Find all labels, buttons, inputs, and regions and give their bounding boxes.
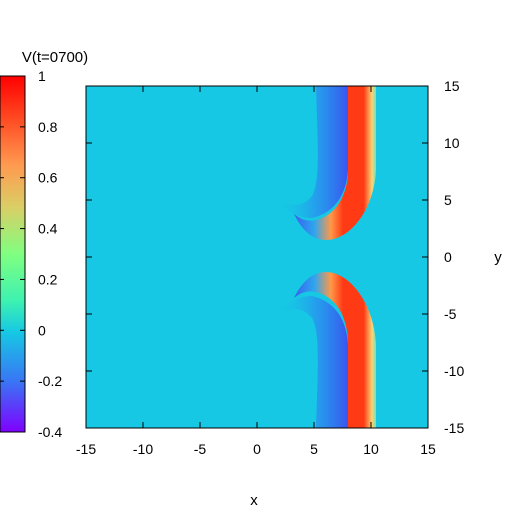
x-tick-label: -10 [133, 441, 153, 457]
y-tick-label: 0 [444, 249, 452, 265]
plot-area [86, 86, 428, 428]
colorbar: V(t=0700) 1 0.8 0.6 0.4 0.2 0 -0.2 -0.4 [0, 49, 88, 440]
colorbar-tick-label: 0.4 [38, 221, 58, 237]
colorbar-gradient [0, 75, 26, 433]
y-tick-label: -5 [444, 306, 457, 322]
y-axis: 15 10 5 0 -5 -10 -15 [86, 78, 464, 436]
x-tick-label: -5 [194, 441, 207, 457]
y-axis-label: y [494, 249, 502, 266]
colorbar-tick-label: 0 [38, 322, 46, 338]
colorbar-ticks: 1 0.8 0.6 0.4 0.2 0 -0.2 -0.4 [0, 68, 62, 440]
colorbar-tick-label: -0.4 [38, 424, 62, 440]
colorbar-tick-label: 0.2 [38, 271, 58, 287]
x-tick-label: 10 [363, 441, 379, 457]
colorbar-tick-label: 1 [38, 68, 46, 84]
colorbar-label: V(t=0700) [22, 49, 88, 66]
x-axis-label: x [250, 492, 258, 509]
x-tick-label: 0 [253, 441, 261, 457]
refractory-wake-upper [276, 86, 348, 218]
colorbar-tick-label: 0.6 [38, 170, 58, 186]
colorbar-tick-label: -0.2 [38, 373, 62, 389]
field-background [86, 86, 428, 428]
x-tick-label: 15 [420, 441, 436, 457]
y-tick-label: 10 [444, 135, 460, 151]
y-tick-label: -15 [444, 420, 464, 436]
y-tick-label: 15 [444, 78, 460, 94]
y-tick-label: 5 [444, 192, 452, 208]
refractory-wake-lower [276, 296, 348, 428]
x-axis: -15 -10 -5 0 5 10 15 [76, 86, 436, 457]
front-upper [294, 86, 376, 240]
front-lower [294, 272, 376, 428]
y-tick-label: -10 [444, 363, 464, 379]
colorbar-tick-label: 0.8 [38, 119, 58, 135]
x-tick-label: -15 [76, 441, 96, 457]
x-tick-label: 5 [310, 441, 318, 457]
